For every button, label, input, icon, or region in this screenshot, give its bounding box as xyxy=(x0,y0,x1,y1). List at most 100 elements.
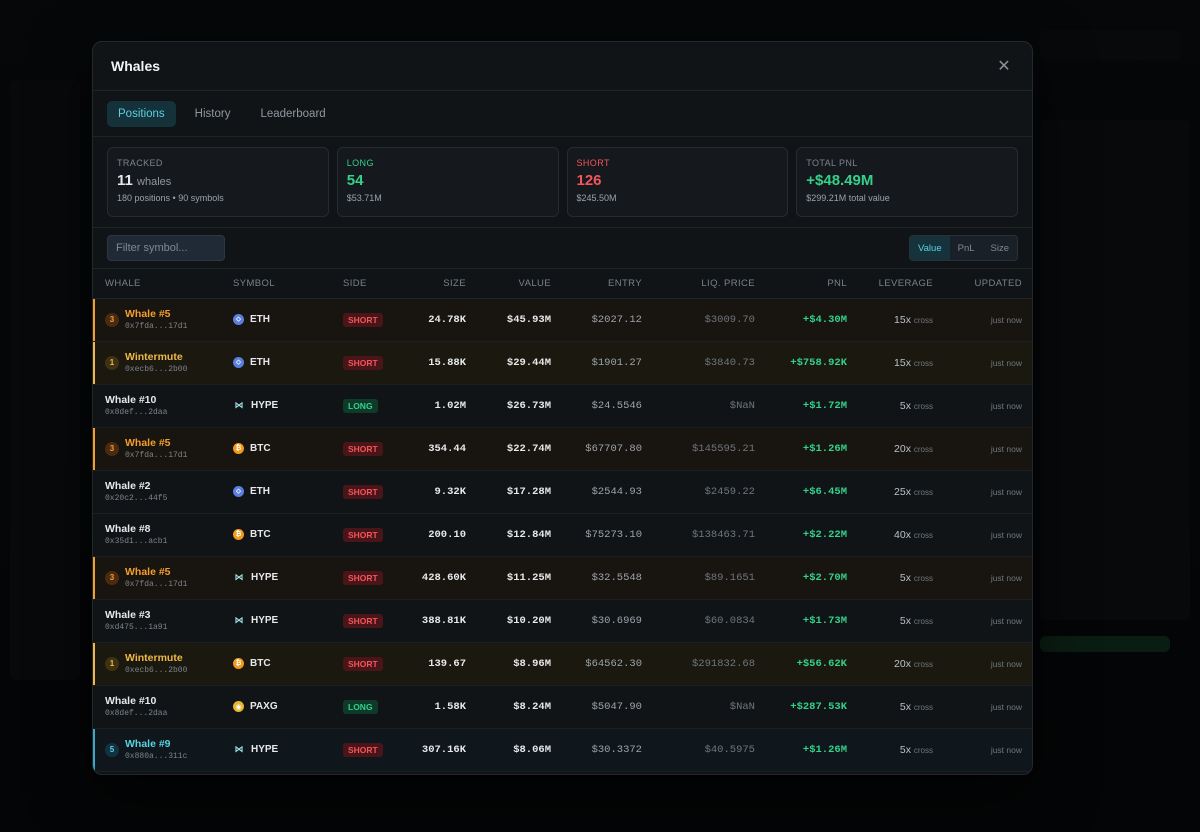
whale-name[interactable]: Whale #2 xyxy=(105,480,151,492)
column-header[interactable]: LEVERAGE xyxy=(859,269,945,299)
side-cell: SHORT xyxy=(331,470,401,514)
whale-cell[interactable]: 3 Whale #5 0x7fda...17d1 xyxy=(93,298,221,342)
whale-name[interactable]: Wintermute xyxy=(125,351,183,363)
column-header[interactable]: PNL xyxy=(767,269,859,299)
symbol-cell: ⋈ HYPE xyxy=(221,384,331,428)
whale-name[interactable]: Whale #9 xyxy=(125,738,171,750)
column-header[interactable]: LIQ. PRICE xyxy=(654,269,767,299)
size-value: 388.81K xyxy=(401,599,478,643)
whale-name[interactable]: Whale #5 xyxy=(125,308,171,320)
symbol-cell: ⋈ HYPE xyxy=(221,556,331,600)
size-value: 307.16K xyxy=(401,728,478,772)
stat-label: LONG xyxy=(346,158,374,168)
column-header[interactable]: SIDE xyxy=(331,269,401,299)
symbol-label: BTC xyxy=(250,443,271,454)
whale-cell[interactable]: 3 Whale #5 0x7fda...17d1 xyxy=(93,556,221,600)
margin-mode: cross xyxy=(913,530,933,540)
side-cell: SHORT xyxy=(331,427,401,471)
whale-name[interactable]: Whale #10 xyxy=(105,394,157,406)
tab-history[interactable]: History xyxy=(194,107,231,120)
entry-price: $32.5548 xyxy=(563,556,654,600)
whale-name[interactable]: Whale #10 xyxy=(105,695,157,707)
entry-price: $2027.12 xyxy=(563,298,654,342)
leverage-value: 5x xyxy=(899,614,911,627)
leverage-cell: 40x cross xyxy=(859,513,945,557)
table-row[interactable]: 3 Whale #5 0x7fda...17d1 ⬦ ETH SHORT 24.78K… xyxy=(93,298,1032,342)
table-row[interactable]: 1 Wintermute 0xecb6...2b00 ₿ BTC SHORT 139.… xyxy=(93,642,1032,686)
column-header[interactable]: SYMBOL xyxy=(221,269,331,299)
whale-cell[interactable]: 3 Whale #5 0x7fda...17d1 xyxy=(93,427,221,471)
leverage-value: 5x xyxy=(899,700,911,713)
close-icon[interactable]: ✕ xyxy=(997,58,1011,75)
table-row[interactable]: Whale #3 0xd475...1a91 ⋈ HYPE SHORT 388.81… xyxy=(93,599,1032,643)
table-row[interactable]: 3 Whale #5 0x7fda...17d1 ⋈ HYPE SHORT 428.6… xyxy=(93,556,1032,600)
whale-name[interactable]: Whale #3 xyxy=(105,609,151,621)
rank-badge: 5 xyxy=(105,742,119,757)
table-row[interactable]: 5 Whale #9 0x880a...311c ⋈ HYPE SHORT 307.1… xyxy=(93,728,1032,772)
table-row[interactable]: Whale #10 0x8def...2daa ⋈ HYPE LONG 1.02M … xyxy=(93,384,1032,428)
leverage-cell: 5x cross xyxy=(859,384,945,428)
side-badge: SHORT xyxy=(343,441,383,456)
whale-name[interactable]: Whale #5 xyxy=(125,566,171,578)
leverage-value: 20x xyxy=(894,657,911,670)
size-value: 1.02M xyxy=(401,384,478,428)
symbol-label: BTC xyxy=(250,529,271,540)
pnl-value: +$2.22M xyxy=(767,513,859,557)
sort-value-button[interactable]: Value xyxy=(910,236,950,260)
leverage-value: 20x xyxy=(894,442,911,455)
symbol-cell: ₿ BTC xyxy=(221,513,331,557)
whale-cell[interactable]: 5 Whale #9 0x880a...311c xyxy=(93,728,221,772)
stats-row: TRACKED 11 whales 180 positions • 90 sym… xyxy=(93,137,1032,228)
rank-badge: 3 xyxy=(105,312,119,327)
position-value: $8.06M xyxy=(478,728,563,772)
whale-cell[interactable]: 1 Wintermute 0xecb6...2b00 xyxy=(93,341,221,385)
modal-header: Whales ✕ xyxy=(93,42,1032,91)
whale-cell[interactable]: Whale #10 0x8def...2daa xyxy=(93,685,221,729)
tab-leaderboard[interactable]: Leaderboard xyxy=(260,107,326,120)
whale-cell[interactable]: Whale #2 0x20c2...44f5 xyxy=(93,470,221,514)
pnl-value: +$6.45M xyxy=(767,470,859,514)
whale-cell[interactable]: Whale #10 0x8def...2daa xyxy=(93,384,221,428)
column-header[interactable]: ENTRY xyxy=(563,269,654,299)
sort-toggle: Value PnL Size xyxy=(909,235,1018,261)
filter-bar: Value PnL Size xyxy=(93,228,1032,269)
table-row[interactable]: Whale #2 0x20c2...44f5 ⬦ ETH SHORT 9.32K $… xyxy=(93,470,1032,514)
side-badge: SHORT xyxy=(343,355,383,370)
whale-name[interactable]: Whale #5 xyxy=(125,437,171,449)
position-value: $29.44M xyxy=(478,341,563,385)
entry-price: $24.5546 xyxy=(563,384,654,428)
side-cell: SHORT xyxy=(331,556,401,600)
btc-coin-icon: ₿ xyxy=(233,529,244,540)
leverage-value: 5x xyxy=(899,571,911,584)
leverage-value: 40x xyxy=(894,528,911,541)
leverage-cell: 20x cross xyxy=(859,642,945,686)
table-row[interactable]: 1 Wintermute 0xecb6...2b00 ⬦ ETH SHORT 15.8… xyxy=(93,341,1032,385)
column-header[interactable]: VALUE xyxy=(478,269,563,299)
sort-pnl-button[interactable]: PnL xyxy=(957,242,975,254)
position-value: $45.93M xyxy=(478,298,563,342)
whale-cell[interactable]: 1 Wintermute 0xecb6...2b00 xyxy=(93,642,221,686)
whale-name[interactable]: Wintermute xyxy=(125,652,183,664)
pnl-value: +$4.30M xyxy=(767,298,859,342)
table-row[interactable]: 3 Whale #5 0x7fda...17d1 ₿ BTC SHORT 354.44… xyxy=(93,427,1032,471)
sort-size-button[interactable]: Size xyxy=(990,242,1009,254)
whale-name[interactable]: Whale #8 xyxy=(105,523,151,535)
filter-symbol-input[interactable] xyxy=(107,235,225,261)
table-row[interactable]: Whale #8 0x35d1...acb1 ₿ BTC SHORT 200.10 … xyxy=(93,513,1032,557)
whale-address: 0x7fda...17d1 xyxy=(125,451,188,460)
whale-cell[interactable]: Whale #8 0x35d1...acb1 xyxy=(93,513,221,557)
column-header[interactable]: SIZE xyxy=(401,269,478,299)
table-row[interactable]: Whale #10 0x8def...2daa ◉ PAXG LONG 1.58K … xyxy=(93,685,1032,729)
side-cell: SHORT xyxy=(331,341,401,385)
symbol-cell: ⬦ ETH xyxy=(221,470,331,514)
symbol-label: HYPE xyxy=(251,572,279,583)
liquidation-price: $145595.21 xyxy=(654,427,767,471)
whale-address: 0x7fda...17d1 xyxy=(125,322,188,331)
leverage-value: 15x xyxy=(894,356,911,369)
tab-positions[interactable]: Positions xyxy=(107,100,176,127)
symbol-cell: ⋈ HYPE xyxy=(221,599,331,643)
symbol-label: PAXG xyxy=(250,701,278,712)
whale-cell[interactable]: Whale #3 0xd475...1a91 xyxy=(93,599,221,643)
column-header[interactable]: WHALE xyxy=(93,269,221,299)
column-header[interactable]: UPDATED xyxy=(945,269,1032,299)
